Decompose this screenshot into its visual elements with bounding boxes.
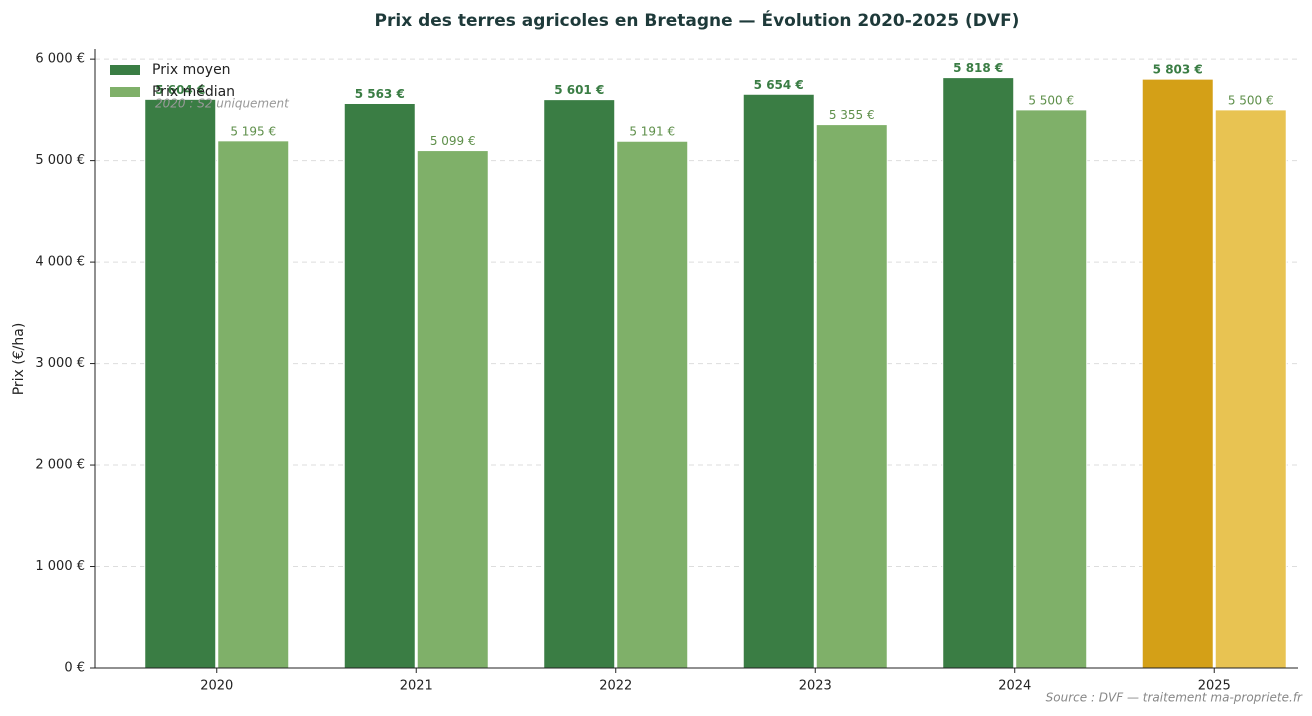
y-tick-label: 1 000 €: [35, 559, 85, 574]
value-label: 5 355 €: [829, 108, 875, 122]
bar: [1214, 109, 1287, 669]
annotation: 2020 : S2 uniquement: [155, 97, 290, 111]
legend-swatch: [110, 65, 140, 75]
value-label: 5 654 €: [754, 78, 804, 92]
bar: [942, 77, 1015, 669]
bar: [543, 99, 616, 669]
bar: [144, 98, 217, 669]
value-label: 5 099 €: [430, 134, 476, 148]
bar: [1141, 78, 1214, 669]
bar: [1015, 109, 1088, 669]
value-label: 5 803 €: [1153, 63, 1203, 77]
legend-swatch: [110, 87, 140, 97]
bar: [742, 93, 815, 669]
value-label: 5 191 €: [629, 125, 675, 139]
y-tick-label: 0 €: [64, 661, 85, 676]
value-label: 5 601 €: [554, 83, 604, 97]
value-label: 5 500 €: [1228, 93, 1274, 107]
x-tick-label: 2024: [998, 679, 1031, 694]
y-tick-label: 5 000 €: [35, 153, 85, 168]
bar: [616, 140, 689, 669]
x-tick-label: 2020: [200, 679, 233, 694]
x-tick-label: 2022: [599, 679, 632, 694]
y-tick-label: 3 000 €: [35, 356, 85, 371]
bar: [815, 124, 888, 669]
value-label: 5 818 €: [953, 61, 1003, 75]
value-label: 5 604 €: [155, 83, 205, 97]
bar: [343, 102, 416, 669]
legend-label: Prix médian: [152, 84, 235, 100]
legend-label: Prix moyen: [152, 62, 231, 78]
x-tick-label: 2025: [1198, 679, 1231, 694]
y-tick-label: 4 000 €: [35, 255, 85, 270]
y-tick-label: 2 000 €: [35, 458, 85, 473]
y-axis-label: Prix (€/ha): [11, 323, 27, 396]
bar: [217, 140, 290, 669]
value-label: 5 500 €: [1028, 93, 1074, 107]
x-tick-label: 2023: [799, 679, 832, 694]
source: Source : DVF — traitement ma-propriete.f…: [1046, 691, 1303, 705]
value-label: 5 563 €: [355, 87, 405, 101]
y-tick-label: 6 000 €: [35, 52, 85, 67]
value-label: 5 195 €: [230, 124, 276, 138]
chart-title: Prix des terres agricoles en Bretagne — …: [375, 9, 1020, 31]
bar: [416, 150, 489, 669]
x-tick-label: 2021: [400, 679, 433, 694]
